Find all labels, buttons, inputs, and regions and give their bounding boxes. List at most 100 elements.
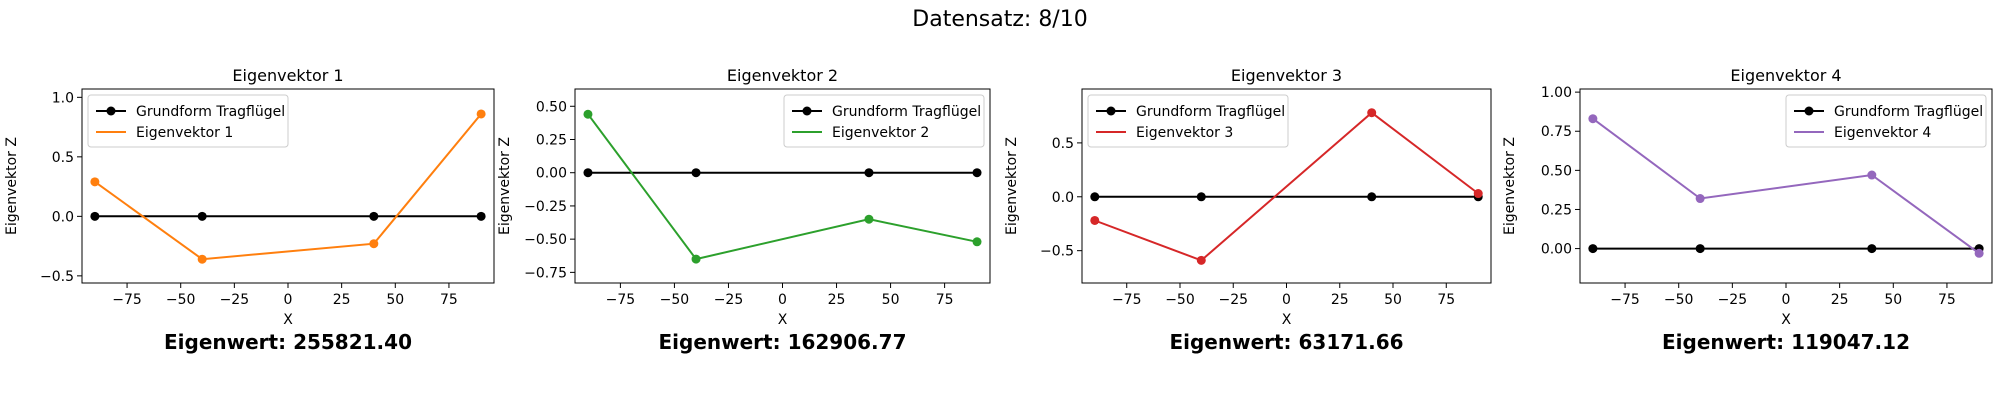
x-tick-label: 75: [1437, 292, 1455, 308]
series-eigenvektor: [1588, 114, 1984, 258]
series-line: [94, 113, 482, 261]
x-tick-label: 25: [828, 292, 846, 308]
data-point: [369, 211, 379, 221]
subplot-title: Eigenvektor 3: [1231, 66, 1342, 85]
x-axis-label: X: [1282, 312, 1292, 328]
x-tick-label: −25: [1218, 292, 1248, 308]
legend-marker: [106, 106, 116, 116]
y-axis-label: Eigenvektor Z: [4, 137, 20, 235]
legend-label: Grundform Tragflügel: [1834, 104, 1983, 120]
x-tick-label: −75: [1610, 292, 1640, 308]
y-axis-label: Eigenvektor Z: [497, 137, 513, 235]
x-tick-label: 75: [936, 292, 954, 308]
data-point: [1974, 248, 1984, 258]
series-grundform: [90, 211, 486, 221]
x-tick-label: −25: [220, 292, 250, 308]
data-point: [1090, 192, 1100, 202]
data-point: [1367, 192, 1377, 202]
x-tick-label: −50: [1664, 292, 1694, 308]
x-tick-label: −50: [1165, 292, 1195, 308]
legend: Grundform Tragflügel Eigenvektor 1: [87, 94, 289, 148]
data-point: [583, 168, 593, 178]
x-tick-label: 75: [1938, 292, 1956, 308]
x-tick-label: −25: [714, 292, 744, 308]
subplot-3: Eigenvektor 3 −75 −50 −25 0 25 50 75 −0.5 0.0 0.5 X…: [1004, 66, 1492, 354]
subplot-4: Eigenvektor 4 −75 −50 −25 0 25 50 75 0.00 0.25 0.5…: [1502, 66, 1993, 354]
x-axis-label: X: [778, 312, 788, 328]
data-point: [1473, 189, 1483, 199]
x-tick-label: −25: [1718, 292, 1748, 308]
legend-marker: [1106, 106, 1116, 116]
x-tick-label: −75: [1112, 292, 1142, 308]
y-tick-label: −0.25: [524, 199, 567, 215]
x-tick-label: −50: [166, 292, 196, 308]
y-tick-label: −0.75: [524, 265, 567, 281]
eigenvalue-text: Eigenwert: 119047.12: [1662, 330, 1910, 354]
legend-marker: [802, 106, 812, 116]
y-tick-label: 0.50: [1541, 163, 1572, 179]
data-point: [369, 239, 379, 249]
series-grundform: [583, 168, 982, 178]
y-tick-label: 0.0: [1052, 190, 1074, 206]
x-tick-label: −75: [606, 292, 636, 308]
data-point: [90, 177, 100, 187]
data-point: [1090, 215, 1100, 225]
y-axis-label: Eigenvektor Z: [1004, 137, 1020, 235]
data-point: [1588, 244, 1598, 254]
legend-label: Grundform Tragflügel: [136, 104, 285, 120]
legend-label: Eigenvektor 2: [832, 125, 929, 141]
eigenvalue-text: Eigenwert: 63171.66: [1169, 330, 1403, 354]
data-point: [972, 237, 982, 247]
subplot-title: Eigenvektor 4: [1730, 66, 1841, 85]
eigenvalue-text: Eigenwert: 255821.40: [164, 330, 412, 354]
subplot-title: Eigenvektor 1: [232, 66, 343, 85]
y-tick-label: −0.5: [1040, 244, 1074, 260]
eigenvalue-text: Eigenwert: 162906.77: [659, 330, 907, 354]
series-line: [587, 113, 978, 261]
x-tick-label: 0: [284, 292, 293, 308]
series-line: [1592, 117, 1980, 255]
legend-label: Grundform Tragflügel: [1136, 104, 1285, 120]
x-tick-label: 25: [1831, 292, 1849, 308]
data-point: [197, 254, 207, 264]
legend-box: [1087, 94, 1289, 148]
data-point: [1367, 108, 1377, 118]
data-point: [691, 168, 701, 178]
legend-box: [1785, 94, 1987, 148]
x-tick-label: 0: [1282, 292, 1291, 308]
data-point: [864, 168, 874, 178]
y-tick-label: 0.5: [1052, 136, 1074, 152]
y-tick-label: 0.25: [536, 132, 567, 148]
y-tick-label: 1.0: [52, 90, 74, 106]
data-point: [583, 109, 593, 119]
figure-suptitle: Datensatz: 8/10: [912, 7, 1087, 32]
x-tick-label: 25: [333, 292, 351, 308]
legend-box: [87, 94, 289, 148]
x-tick-label: 50: [1884, 292, 1902, 308]
legend-marker: [1804, 106, 1814, 116]
y-tick-label: 0.75: [1541, 124, 1572, 140]
legend-label: Eigenvektor 3: [1136, 125, 1233, 141]
y-tick-label: 1.00: [1541, 85, 1572, 101]
subplot-title: Eigenvektor 2: [727, 66, 838, 85]
series-grundform: [1090, 192, 1483, 202]
series-eigenvektor: [90, 109, 486, 264]
y-tick-label: 0.50: [536, 99, 567, 115]
data-point: [197, 211, 207, 221]
legend-label: Eigenvektor 4: [1834, 125, 1931, 141]
data-point: [476, 109, 486, 119]
x-tick-label: 25: [1331, 292, 1349, 308]
x-tick-label: 50: [386, 292, 404, 308]
y-tick-label: −0.50: [524, 232, 567, 248]
series-line: [1094, 111, 1479, 262]
data-point: [1867, 244, 1877, 254]
x-tick-label: −50: [660, 292, 690, 308]
x-tick-label: 50: [1384, 292, 1402, 308]
legend-label: Eigenvektor 1: [136, 125, 233, 141]
y-tick-label: −0.5: [40, 269, 74, 285]
subplots-container: Eigenvektor 1 −75 −50 −25 0 25 50 75 −0.5 0.0 0.5 1…: [4, 66, 1993, 354]
x-tick-label: 50: [882, 292, 900, 308]
data-point: [864, 214, 874, 224]
y-tick-label: 0.00: [1541, 242, 1572, 258]
